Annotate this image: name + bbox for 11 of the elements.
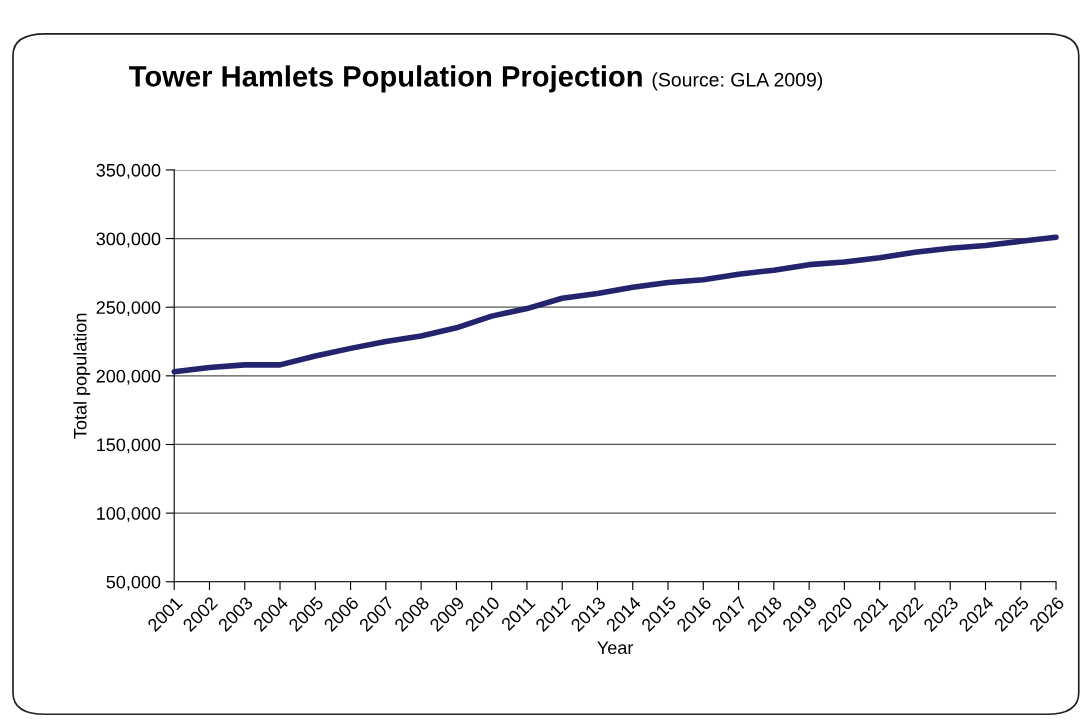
y-tick-label: 250,000 <box>96 301 161 317</box>
y-tick-label: 300,000 <box>96 232 161 248</box>
y-tick-label: 200,000 <box>96 369 161 385</box>
y-axis-title: Total population <box>73 313 91 439</box>
chart-subtitle: (Source: GLA 2009) <box>652 72 823 91</box>
y-tick-label: 100,000 <box>97 507 161 522</box>
y-tick-label: 350,000 <box>96 163 161 179</box>
x-axis-title: Year <box>597 641 634 655</box>
y-tick-label: 50,000 <box>106 575 161 591</box>
y-tick-label: 150,000 <box>97 438 161 454</box>
chart-title: Tower Hamlets Population Projection <box>129 65 642 93</box>
